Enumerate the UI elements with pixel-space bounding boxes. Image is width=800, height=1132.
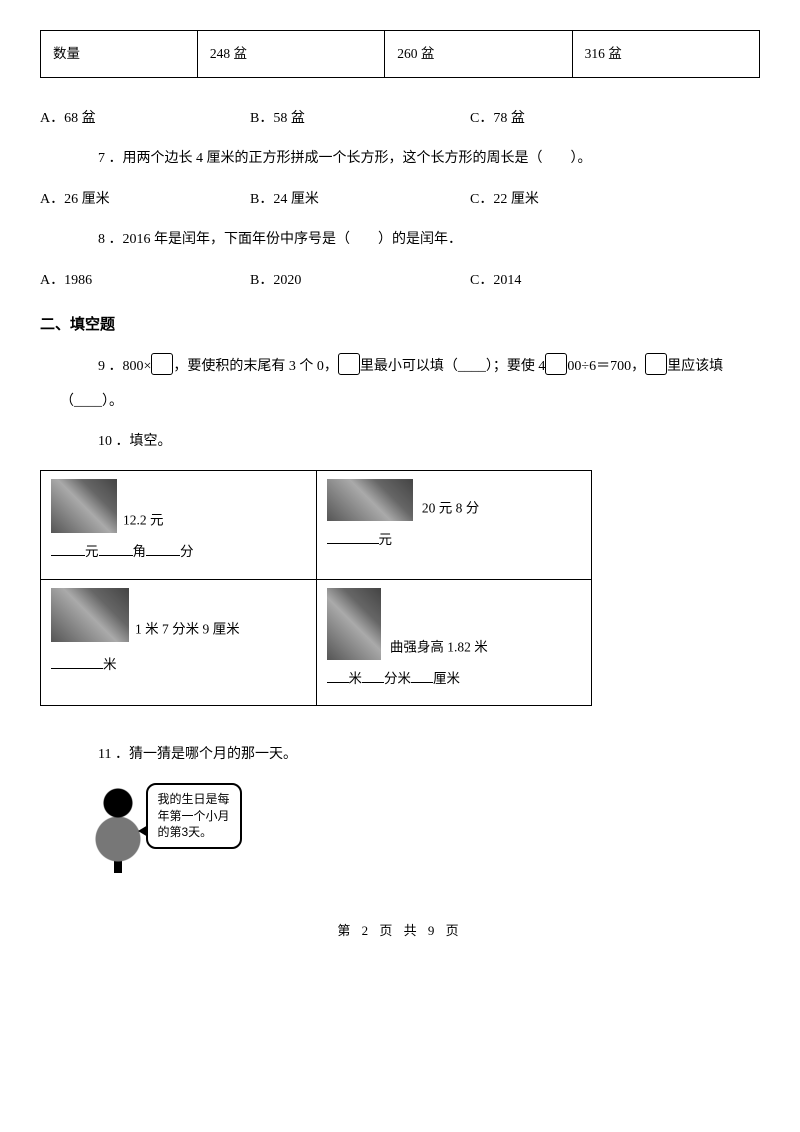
blank-underline (99, 542, 133, 556)
conv-cell-2: 20 元 8 分 元 (316, 470, 592, 579)
section-title-fill: 二、填空题 (40, 311, 760, 340)
option-b: B．58 盆 (250, 106, 470, 133)
unit-cm: 厘米 (433, 671, 460, 686)
option-c: C．2014 (470, 268, 760, 295)
quantity-table: 数量 248 盆 260 盆 316 盆 (40, 30, 760, 78)
q9-part1: 9 ．800× (98, 359, 151, 374)
option-b: B．24 厘米 (250, 187, 470, 214)
conversion-table: 12.2 元 元角分 20 元 8 分 元 1 米 7 分米 9 厘米 米 (40, 470, 592, 706)
blank-underline (51, 542, 85, 556)
table-cell: 248 盆 (197, 31, 384, 78)
unit-yuan: 元 (379, 532, 393, 547)
unit-fen: 分 (180, 544, 194, 559)
blank-box-icon (645, 353, 667, 375)
q11-cartoon: 我的生日是每 年第一个小月 的第3天。 (88, 783, 760, 873)
option-a: A．1986 (40, 268, 250, 295)
q9-tail: （____）。 (60, 389, 760, 416)
cell2-amount: 20 元 8 分 (422, 500, 479, 515)
blank-box-icon (151, 353, 173, 375)
option-a: A．68 盆 (40, 106, 250, 133)
table-cell: 316 盆 (572, 31, 759, 78)
conv-cell-4: 曲强身高 1.82 米 米 分米 厘米 (316, 579, 592, 706)
q9-part3: 里最小可以填（____）；要使 4 (360, 359, 546, 374)
q9-part2: ，要使积的末尾有 3 个 0， (173, 359, 338, 374)
bubble-text: 我的生日是每 年第一个小月 的第3天。 (158, 792, 230, 840)
speech-bubble: 我的生日是每 年第一个小月 的第3天。 (146, 783, 242, 849)
blank-underline (411, 669, 433, 683)
blank-underline (362, 669, 384, 683)
q7-text: 7 ．用两个边长 4 厘米的正方形拼成一个长方形，这个长方形的周长是（ ）。 (98, 146, 760, 173)
q7-options: A．26 厘米 B．24 厘米 C．22 厘米 (40, 187, 760, 214)
person-image-icon (327, 588, 381, 660)
cell4-amount: 曲强身高 1.82 米 (390, 639, 488, 654)
conv-cell-1: 12.2 元 元 角 分 (41, 470, 317, 579)
table-cell: 数量 (41, 31, 198, 78)
unit-mi: 米 (103, 657, 117, 672)
q11-label: 11 ．猜一猜是哪个月的那一天。 (98, 742, 760, 769)
cell3-amount: 1 米 7 分米 9 厘米 (135, 621, 240, 636)
q9-line1: 9 ．800× ，要使积的末尾有 3 个 0， 里最小可以填（____）；要使 4 0… (98, 353, 760, 381)
table-cell: 260 盆 (385, 31, 572, 78)
unit-dm: 分米 (384, 671, 411, 686)
option-b: B．2020 (250, 268, 470, 295)
blank-underline (327, 669, 349, 683)
page-footer: 第 2 页 共 9 页 (40, 919, 760, 944)
cell1-amount: 12.2 元 (123, 512, 164, 527)
option-a: A．26 厘米 (40, 187, 250, 214)
option-c: C．22 厘米 (470, 187, 760, 214)
unit-jiao: 角 (133, 544, 147, 559)
q8-text: 8 ．2016 年是闰年，下面年份中序号是（ ）的是闰年． (98, 227, 760, 254)
airplane-image-icon (327, 479, 413, 521)
blank-underline (146, 542, 180, 556)
toy-image-icon (51, 479, 117, 533)
conv-cell-3: 1 米 7 分米 9 厘米 米 (41, 579, 317, 706)
q9-part4: 00÷6＝700， (567, 359, 645, 374)
blank-box-icon (338, 353, 360, 375)
q8-options: A．1986 B．2020 C．2014 (40, 268, 760, 295)
q10-label: 10 ．填空。 (98, 429, 760, 456)
unit-mi: 米 (349, 671, 363, 686)
blank-underline (51, 655, 103, 669)
running-image-icon (51, 588, 129, 642)
q9-part5: 里应该填 (667, 359, 723, 374)
blank-box-icon (545, 353, 567, 375)
blank-underline (327, 530, 379, 544)
q6-options: A．68 盆 B．58 盆 C．78 盆 (40, 106, 760, 133)
option-c: C．78 盆 (470, 106, 760, 133)
unit-yuan: 元 (85, 544, 99, 559)
